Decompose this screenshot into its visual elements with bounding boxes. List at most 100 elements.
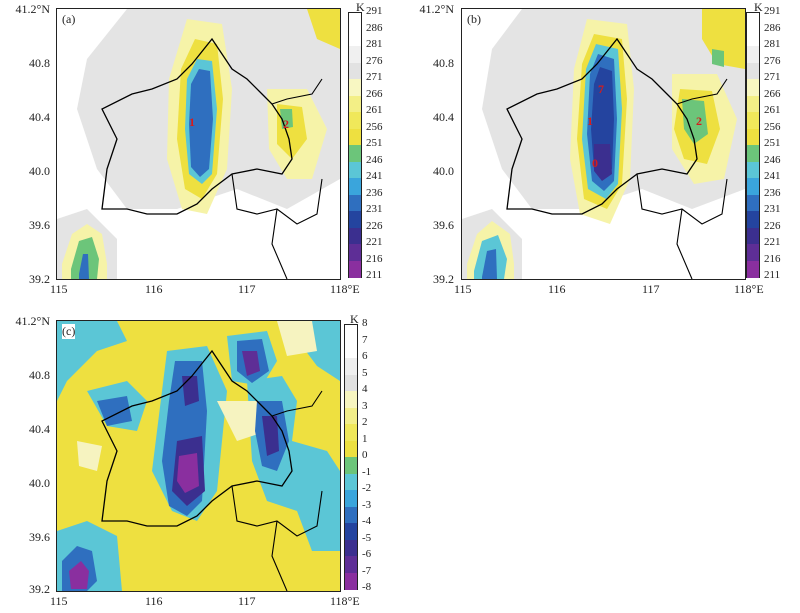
colorbar-segment <box>747 161 759 179</box>
colorbar-segment <box>349 62 361 80</box>
marker-b-0: 0 <box>592 156 598 170</box>
colorbar-tick-label: 0 <box>362 449 368 461</box>
colorbar-tick-label: -2 <box>362 482 372 494</box>
colorbar-tick-label: 231 <box>764 203 781 215</box>
colorbar-a <box>348 12 362 278</box>
colorbar-tick-label: 271 <box>764 71 781 83</box>
colorbar-segment <box>345 572 357 590</box>
ytick-b-3: 40.0 <box>433 164 454 178</box>
colorbar-tick-label: 276 <box>366 54 383 67</box>
colorbar-tick-label: 246 <box>366 153 383 166</box>
colorbar-segment <box>747 128 759 146</box>
xtick-b-1: 116 <box>548 282 566 296</box>
colorbar-segment <box>349 79 361 96</box>
xtick-c-2: 117 <box>238 594 256 608</box>
colorbar-tick-label: 211 <box>764 269 781 281</box>
colorbar-segment <box>349 112 361 129</box>
panel-c: (c) 41.2°N 40.8 40.4 40.0 39.6 39.2 115 … <box>0 312 400 613</box>
colorbar-tick-label: 2 <box>362 416 368 428</box>
marker-a-2: 2 <box>283 117 289 131</box>
colorbar-segment <box>345 490 357 507</box>
colorbar-tick-label: -5 <box>362 531 372 544</box>
colorbar-tick-label: 236 <box>366 186 383 199</box>
ytick-b-1: 40.8 <box>433 56 454 70</box>
xtick-b-2: 117 <box>642 282 660 296</box>
colorbar-segment <box>349 95 361 113</box>
colorbar-segment <box>747 145 759 162</box>
colorbar-segment <box>349 29 361 47</box>
ytick-c-5: 39.2 <box>29 582 50 596</box>
ytick-a-3: 40.0 <box>29 164 50 178</box>
colorbar-tick-label: 256 <box>366 120 383 133</box>
colorbar-tick-label: 226 <box>366 219 383 232</box>
xtick-a-3: 118°E <box>330 282 360 296</box>
colorbar-tick-label: 211 <box>366 269 383 281</box>
colorbar-segment <box>747 178 759 195</box>
ytick-b-0: 41.2°N <box>419 2 454 16</box>
ytick-c-0: 41.2°N <box>15 314 50 328</box>
map-a: 1 2 <box>56 8 341 280</box>
colorbar-segment <box>747 244 759 261</box>
colorbar-tick-label: 8 <box>362 317 368 329</box>
colorbar-tick-label: -4 <box>362 515 372 527</box>
colorbar-b <box>746 12 760 278</box>
panel-label-b: (b) <box>467 12 481 26</box>
colorbar-segment <box>747 95 759 113</box>
map-c-svg <box>57 321 340 591</box>
colorbar-segment <box>349 128 361 146</box>
colorbar-tick-label: 226 <box>764 219 781 232</box>
colorbar-tick-label: 3 <box>362 399 368 412</box>
ytick-a-5: 39.2 <box>29 272 50 286</box>
colorbar-tick-label: -1 <box>362 465 372 478</box>
colorbar-segment <box>747 79 759 96</box>
xtick-b-3: 118°E <box>734 282 764 296</box>
colorbar-tick-label: -6 <box>362 548 372 560</box>
marker-a-1: 1 <box>189 115 195 129</box>
panel-a: 1 2 (a) 41.2°N 40.8 40.4 40.0 39.6 39.2 … <box>0 0 400 300</box>
colorbar-tick-label: 236 <box>764 186 781 199</box>
colorbar-segment <box>349 46 361 63</box>
colorbar-tick-label: -3 <box>362 498 372 511</box>
colorbar-segment <box>345 407 357 425</box>
ytick-b-4: 39.6 <box>433 218 454 232</box>
colorbar-tick-label: 271 <box>366 71 383 83</box>
ytick-a-2: 40.4 <box>29 110 50 124</box>
cbar-unit-a: K <box>356 0 365 14</box>
colorbar-segment <box>349 211 361 228</box>
panel-label-c: (c) <box>62 324 76 339</box>
colorbar-segment <box>349 244 361 261</box>
colorbar-tick-label: 241 <box>764 170 781 182</box>
colorbar-segment <box>747 211 759 228</box>
colorbar-tick-label: 251 <box>366 137 383 149</box>
colorbar-segment <box>349 227 361 245</box>
colorbar-tick-label: 266 <box>764 87 781 100</box>
marker-b-2: 2 <box>696 114 702 128</box>
colorbar-tick-label: 281 <box>366 38 383 50</box>
ytick-a-0: 41.2°N <box>15 2 50 16</box>
colorbar-tick-label: 231 <box>366 203 383 215</box>
ytick-b-5: 39.2 <box>433 272 454 286</box>
colorbar-tick-label: 1 <box>362 432 368 445</box>
colorbar-segment <box>349 194 361 212</box>
xtick-a-2: 117 <box>238 282 256 296</box>
ytick-c-1: 40.8 <box>29 368 50 382</box>
colorbar-segment <box>345 374 357 392</box>
colorbar-segment <box>747 194 759 212</box>
marker-b-1: 1 <box>587 114 593 128</box>
colorbar-segment <box>349 260 361 278</box>
map-a-svg: 1 2 <box>57 9 340 279</box>
xtick-c-0: 115 <box>50 594 68 608</box>
xtick-c-3: 118°E <box>330 594 360 608</box>
xtick-a-1: 116 <box>145 282 163 296</box>
xtick-b-0: 115 <box>454 282 472 296</box>
ytick-c-3: 40.0 <box>29 476 50 490</box>
colorbar-tick-label: 286 <box>366 21 383 34</box>
colorbar-tick-label: 266 <box>366 87 383 100</box>
colorbar-c <box>344 324 358 590</box>
colorbar-tick-label: -8 <box>362 581 372 593</box>
cbar-unit-b: K <box>754 0 763 14</box>
colorbar-tick-label: 216 <box>764 252 781 265</box>
xtick-c-1: 116 <box>145 594 163 608</box>
colorbar-segment <box>345 440 357 458</box>
ytick-a-4: 39.6 <box>29 218 50 232</box>
